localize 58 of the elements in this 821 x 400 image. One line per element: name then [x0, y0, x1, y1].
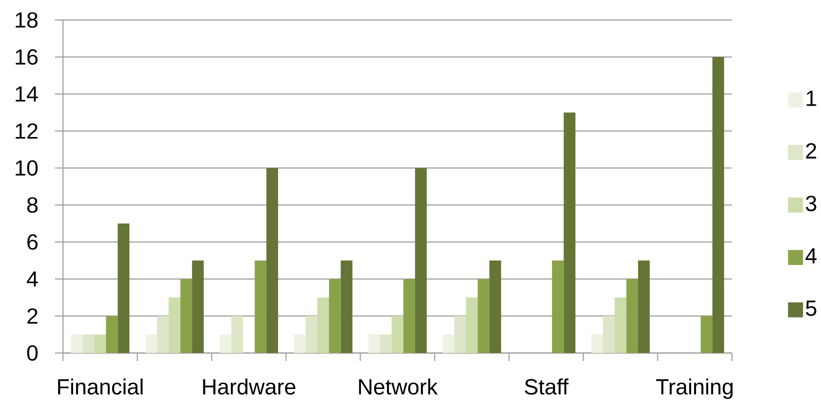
y-tick-label: 18 — [16, 12, 38, 28]
bar — [700, 316, 712, 353]
bar — [466, 298, 478, 353]
y-tick-label: 12 — [16, 123, 38, 139]
bar — [82, 334, 94, 353]
x-tick-label: Network — [359, 378, 438, 395]
bar — [168, 298, 180, 353]
bar — [626, 279, 638, 353]
bar — [380, 334, 392, 353]
y-tick-label: 14 — [16, 86, 38, 102]
bar — [231, 316, 243, 353]
bar — [454, 316, 466, 353]
legend-label: 5 — [806, 300, 816, 316]
x-tick-label: Financial — [58, 378, 143, 395]
y-tick-label: 2 — [27, 308, 38, 324]
bar — [106, 316, 118, 353]
bar — [712, 56, 724, 353]
bar — [294, 334, 306, 353]
legend-label: 2 — [806, 143, 816, 158]
bar — [602, 316, 615, 353]
bar — [145, 334, 157, 353]
bar — [192, 260, 204, 353]
bar — [266, 168, 278, 353]
bar — [552, 260, 564, 353]
bar — [340, 260, 352, 353]
bar — [638, 260, 650, 353]
bar — [614, 298, 626, 353]
legend-label: 4 — [806, 248, 817, 264]
bar — [118, 224, 130, 353]
bar — [94, 334, 106, 353]
y-tick-label: 8 — [27, 197, 38, 213]
bar — [442, 334, 454, 353]
y-tick-label: 6 — [27, 234, 38, 250]
y-tick-label: 0 — [27, 345, 38, 361]
bar — [591, 334, 603, 353]
bar — [564, 112, 576, 353]
bar — [403, 279, 416, 353]
bar — [70, 334, 83, 353]
bar — [329, 279, 341, 353]
legend-label: 3 — [806, 196, 816, 212]
bar — [306, 316, 318, 353]
y-tick-label: 16 — [16, 49, 38, 65]
y-tick-label: 10 — [16, 160, 38, 176]
bar — [478, 279, 490, 353]
bar — [156, 316, 169, 353]
bar — [317, 298, 330, 353]
bar — [254, 260, 266, 353]
y-tick-label: 4 — [26, 271, 38, 287]
legend-label: 1 — [806, 90, 816, 106]
bar — [415, 168, 427, 353]
bar — [368, 334, 380, 353]
x-tick-label: Hardware — [203, 378, 296, 395]
bar — [220, 334, 232, 353]
x-tick-label: Staff — [524, 378, 569, 395]
bar — [180, 279, 192, 353]
bar — [489, 260, 502, 353]
bar — [392, 316, 404, 353]
x-tick-label: Training — [656, 378, 733, 399]
